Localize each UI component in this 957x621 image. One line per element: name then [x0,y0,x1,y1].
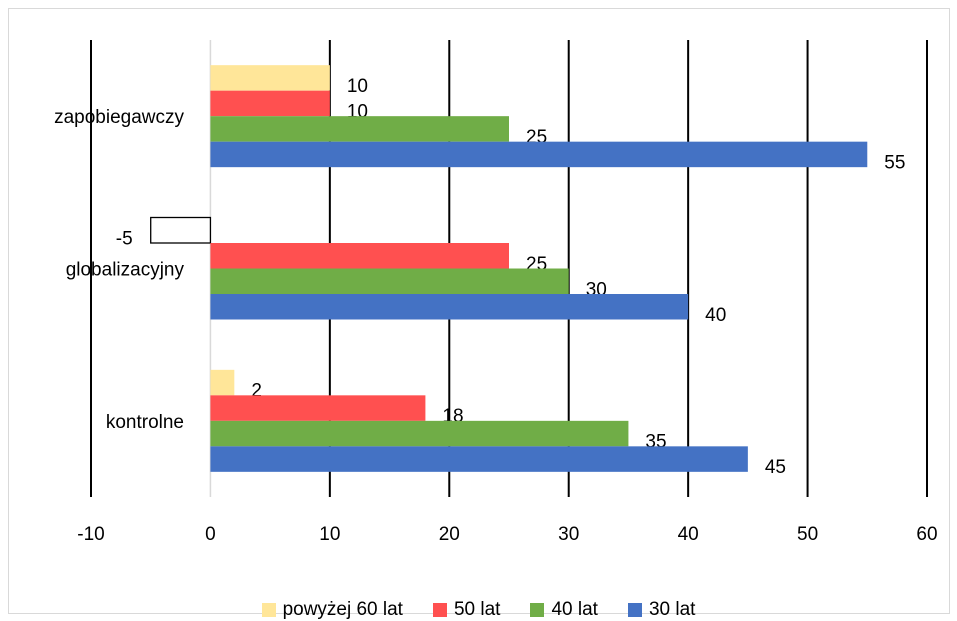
legend: powyżej 60 lat 50 lat 40 lat 30 lat [0,599,957,621]
legend-swatch [261,603,276,617]
x-tick-label: 30 [558,524,579,545]
legend-item-powyzej-60: powyżej 60 lat [261,599,403,621]
bar [210,420,629,447]
bar [210,268,569,294]
data-label: 55 [884,152,905,173]
x-tick-label: 10 [319,524,340,545]
bar [210,141,868,168]
bar [210,243,509,269]
category-label: zapobiegawczy [54,107,184,128]
x-tick-label: 40 [678,524,699,545]
legend-label: 40 lat [551,599,598,620]
legend-swatch [627,603,642,617]
legend-label: 30 lat [648,599,696,620]
bar [210,116,509,142]
data-label: -5 [116,228,133,249]
x-tick-label: -10 [77,524,104,545]
x-tick-label: 60 [916,524,937,545]
data-label: 45 [765,457,786,478]
bar [210,294,689,320]
legend-item-30: 30 lat [627,599,696,621]
bar [210,90,330,117]
legend-swatch [432,603,447,617]
bar [210,446,748,472]
bar [210,65,330,91]
x-tick-label: 0 [205,524,216,545]
x-tick-label: 20 [439,524,460,545]
legend-label: powyżej 60 lat [282,599,403,620]
bar [210,395,426,421]
category-label: kontrolne [106,412,184,433]
legend-item-40: 40 lat [530,599,598,621]
bar [150,216,212,244]
bar [210,369,235,396]
data-label: 10 [347,76,368,97]
data-label: 40 [705,305,726,326]
data-label: 2 [251,381,262,402]
category-label: globalizacyjny [66,260,185,281]
x-tick-label: 50 [797,524,818,545]
legend-item-50: 50 lat [432,599,501,621]
legend-swatch [530,603,545,617]
legend-label: 50 lat [453,599,501,620]
